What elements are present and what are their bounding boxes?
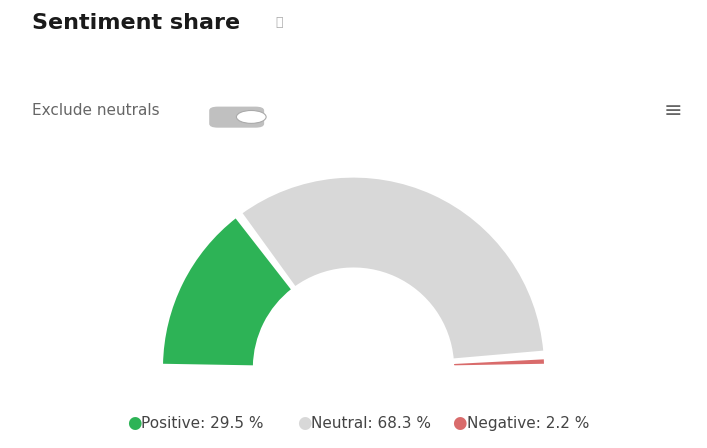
Text: Sentiment share: Sentiment share bbox=[32, 13, 240, 34]
Wedge shape bbox=[241, 177, 544, 360]
Circle shape bbox=[236, 111, 266, 123]
Wedge shape bbox=[162, 217, 292, 366]
Text: ●: ● bbox=[297, 414, 312, 432]
Wedge shape bbox=[453, 358, 545, 366]
Text: ●: ● bbox=[127, 414, 142, 432]
Text: Neutral: 68.3 %: Neutral: 68.3 % bbox=[311, 416, 431, 431]
FancyBboxPatch shape bbox=[209, 107, 264, 128]
Text: ≡: ≡ bbox=[664, 101, 682, 121]
Text: ⓘ: ⓘ bbox=[276, 16, 284, 29]
Text: ●: ● bbox=[452, 414, 467, 432]
Text: Exclude neutrals: Exclude neutrals bbox=[32, 103, 160, 118]
Text: Negative: 2.2 %: Negative: 2.2 % bbox=[467, 416, 589, 431]
Text: Positive: 29.5 %: Positive: 29.5 % bbox=[141, 416, 264, 431]
